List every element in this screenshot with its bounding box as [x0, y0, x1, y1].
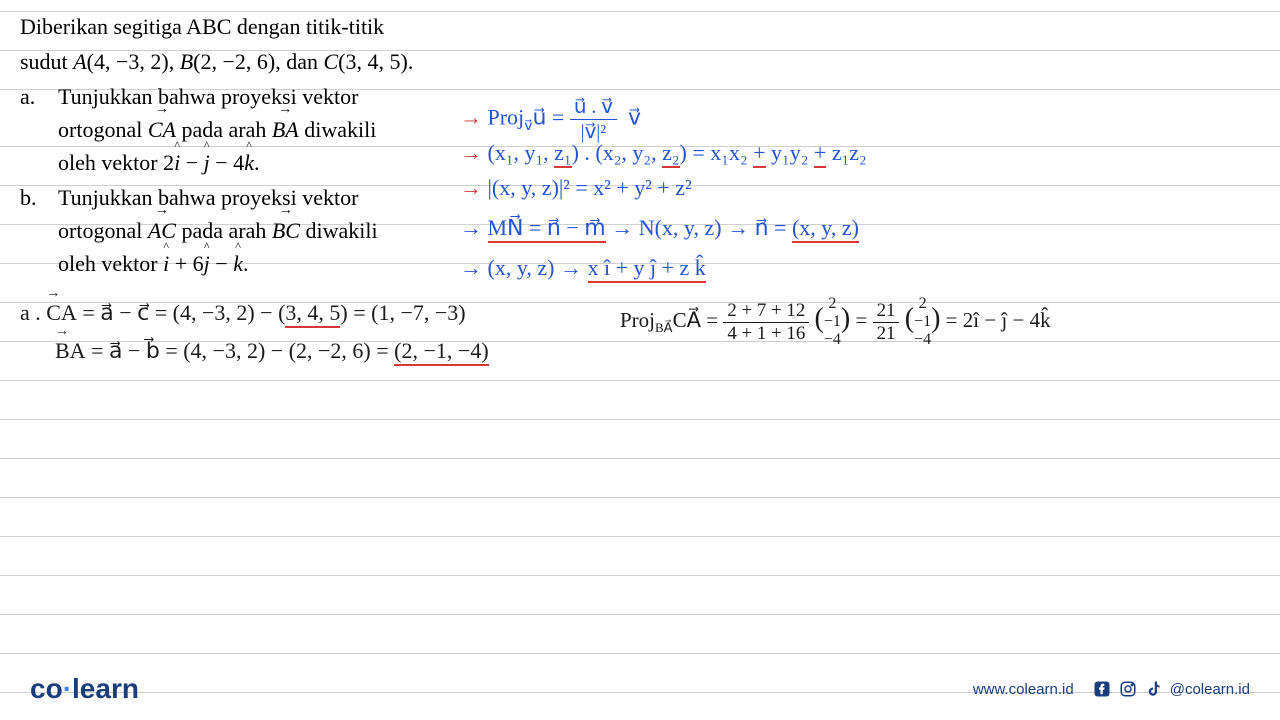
solution-ba: BA→ = a⃗ − b⃗ = (4, −3, 2) − (2, −2, 6) …: [55, 338, 489, 366]
facebook-icon: [1092, 679, 1112, 699]
instagram-icon: [1118, 679, 1138, 699]
intro-line-1: Diberikan segitiga ABC dengan titik-titi…: [20, 10, 1260, 43]
projection-calculation: ProjBA⃗CA⃗ = 2 + 7 + 124 + 1 + 16 (2−1−4…: [620, 295, 1051, 349]
footer-url: www.colearn.id: [973, 681, 1074, 698]
social-handle: @colearn.id: [1170, 681, 1250, 698]
intro-line-2: sudut A(4, −3, 2), B(2, −2, 6), dan C(3,…: [20, 45, 1260, 78]
part-a-label: a.: [20, 80, 58, 179]
proj-formula: → Projv⃗u⃗ = u⃗ . v⃗|v⃗|² v⃗: [460, 95, 641, 144]
social-icons: @colearn.id: [1092, 679, 1250, 699]
vector-mn-formula: → MN⃗ = n⃗ − m⃗ → N(x, y, z) → n⃗ = (x, …: [460, 215, 859, 243]
footer-right: www.colearn.id @colearn.id: [973, 679, 1250, 699]
part-a-line1: Tunjukkan bahwa proyeksi vektor: [58, 80, 1260, 113]
tiktok-icon: [1144, 679, 1164, 699]
solution-a-label: a . CA→ = a⃗ − c⃗ = (4, −3, 2) − (3, 4, …: [20, 300, 466, 328]
footer: co·learn www.colearn.id @colearn.id: [0, 673, 1280, 705]
logo: co·learn: [30, 673, 139, 705]
ijk-formula: → (x, y, z) → x î + y ĵ + z k̂: [460, 255, 706, 283]
arrow-icon: →: [460, 105, 482, 130]
part-b-label: b.: [20, 181, 58, 280]
dot-product-formula: → (x₁, y₁, z₁) . (x₂, y₂, z₂) = x₁x₂ + y…: [460, 140, 867, 168]
arrow-icon: →: [460, 175, 482, 200]
magnitude-formula: → |(x, y, z)|² = x² + y² + z²: [460, 175, 692, 201]
arrow-icon: →: [460, 140, 482, 165]
